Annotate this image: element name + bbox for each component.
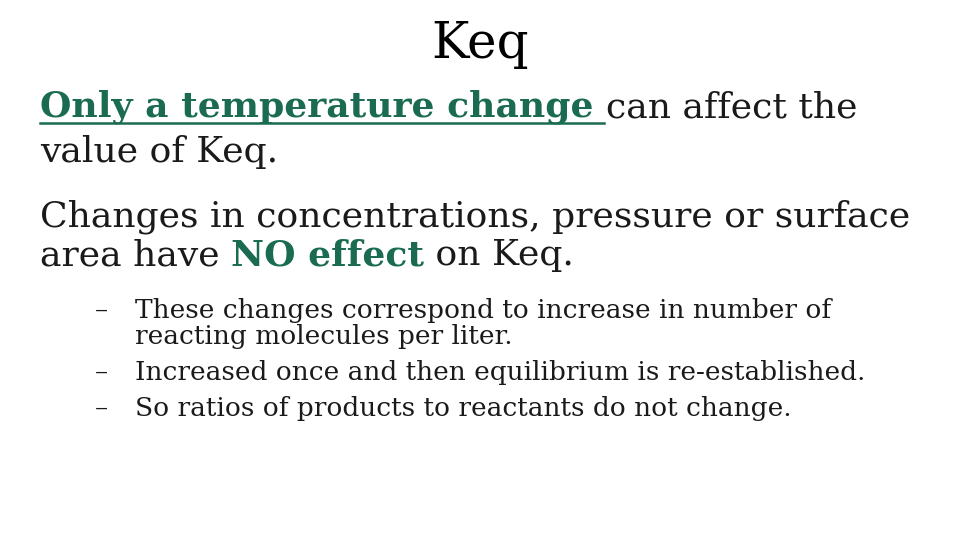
Text: NO effect: NO effect bbox=[231, 238, 424, 272]
Text: So ratios of products to reactants do not change.: So ratios of products to reactants do no… bbox=[135, 396, 792, 421]
Text: Increased once and then equilibrium is re-established.: Increased once and then equilibrium is r… bbox=[135, 360, 865, 385]
Text: value of Keq.: value of Keq. bbox=[40, 135, 278, 169]
Text: –: – bbox=[95, 396, 108, 421]
Text: can affect the: can affect the bbox=[606, 90, 857, 124]
Text: area have: area have bbox=[40, 238, 231, 272]
Text: Only a temperature change: Only a temperature change bbox=[40, 90, 606, 125]
Text: These changes correspond to increase in number of: These changes correspond to increase in … bbox=[135, 298, 831, 323]
Text: Keq: Keq bbox=[431, 20, 529, 70]
Text: Changes in concentrations, pressure or surface: Changes in concentrations, pressure or s… bbox=[40, 200, 910, 234]
Text: –: – bbox=[95, 298, 108, 323]
Text: –: – bbox=[95, 360, 108, 385]
Text: reacting molecules per liter.: reacting molecules per liter. bbox=[135, 324, 513, 349]
Text: on Keq.: on Keq. bbox=[424, 238, 574, 272]
